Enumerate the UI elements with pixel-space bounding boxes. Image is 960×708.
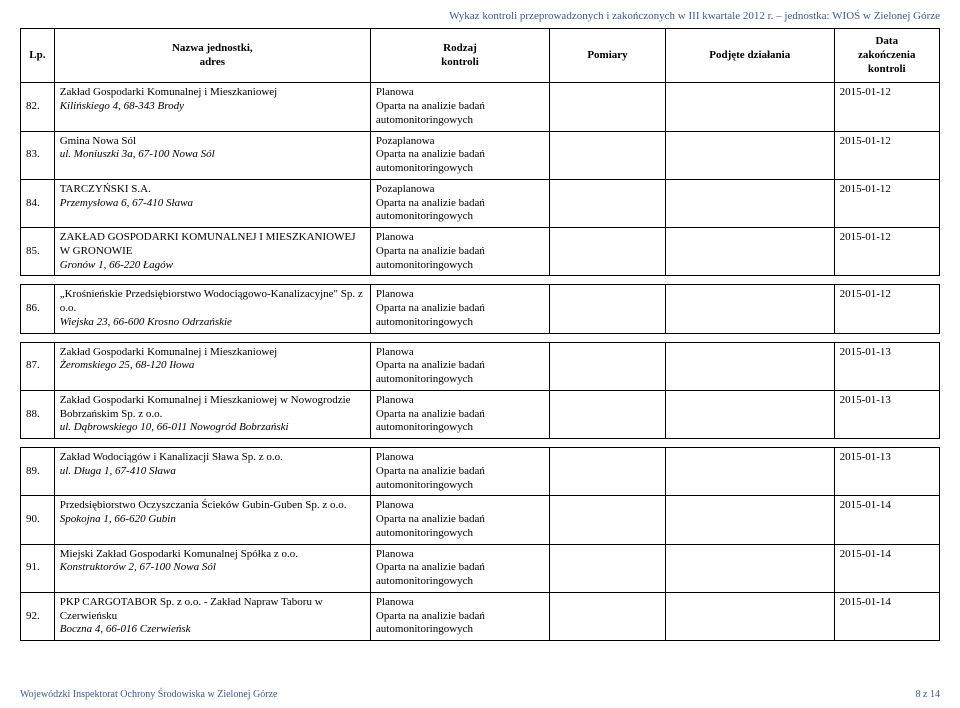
cell-data: 2015-01-12 (834, 228, 939, 276)
cell-data: 2015-01-13 (834, 390, 939, 438)
table-header-row: Lp.Nazwa jednostki,adresRodzajkontroliPo… (21, 29, 940, 83)
column-header: Pomiary (550, 29, 666, 83)
cell-dzialania (665, 342, 834, 390)
cell-data: 2015-01-12 (834, 83, 939, 131)
cell-data: 2015-01-12 (834, 179, 939, 227)
table-row: 83.Gmina Nowa Sólul. Moniuszki 3a, 67-10… (21, 131, 940, 179)
cell-rodzaj: PozaplanowaOparta na analizie badań auto… (370, 179, 549, 227)
cell-dzialania (665, 83, 834, 131)
cell-lp: 84. (21, 179, 55, 227)
cell-rodzaj: PlanowaOparta na analizie badań automoni… (370, 342, 549, 390)
data-table: Lp.Nazwa jednostki,adresRodzajkontroliPo… (20, 28, 940, 276)
cell-nazwa: Zakład Gospodarki Komunalnej i Mieszkani… (54, 83, 370, 131)
cell-data: 2015-01-14 (834, 544, 939, 592)
cell-rodzaj: PlanowaOparta na analizie badań automoni… (370, 448, 549, 496)
cell-nazwa: ZAKŁAD GOSPODARKI KOMUNALNEJ I MIESZKANI… (54, 228, 370, 276)
cell-pomiary (550, 448, 666, 496)
table-row: 91.Miejski Zakład Gospodarki Komunalnej … (21, 544, 940, 592)
cell-rodzaj: PlanowaOparta na analizie badań automoni… (370, 228, 549, 276)
cell-dzialania (665, 448, 834, 496)
table-row: 87.Zakład Gospodarki Komunalnej i Mieszk… (21, 342, 940, 390)
cell-data: 2015-01-13 (834, 448, 939, 496)
cell-nazwa: Gmina Nowa Sólul. Moniuszki 3a, 67-100 N… (54, 131, 370, 179)
footer-left: Wojewódzki Inspektorat Ochrony Środowisk… (20, 689, 277, 700)
cell-dzialania (665, 285, 834, 333)
column-header: Datazakończeniakontroli (834, 29, 939, 83)
table-row: 86.„Krośnieńskie Przedsiębiorstwo Wodoci… (21, 285, 940, 333)
cell-pomiary (550, 592, 666, 640)
cell-pomiary (550, 342, 666, 390)
page-footer: Wojewódzki Inspektorat Ochrony Środowisk… (20, 689, 940, 700)
data-table: 89.Zakład Wodociągów i Kanalizacji Sława… (20, 447, 940, 641)
cell-pomiary (550, 179, 666, 227)
cell-pomiary (550, 83, 666, 131)
table-row: 89.Zakład Wodociągów i Kanalizacji Sława… (21, 448, 940, 496)
table-row: 84.TARCZYŃSKI S.A.Przemysłowa 6, 67-410 … (21, 179, 940, 227)
cell-pomiary (550, 544, 666, 592)
cell-dzialania (665, 390, 834, 438)
cell-rodzaj: PlanowaOparta na analizie badań automoni… (370, 592, 549, 640)
cell-data: 2015-01-12 (834, 131, 939, 179)
table-row: 90.Przedsiębiorstwo Oczyszczania Ścieków… (21, 496, 940, 544)
table-container: Lp.Nazwa jednostki,adresRodzajkontroliPo… (20, 28, 940, 641)
table-gap (20, 439, 940, 447)
footer-right: 8 z 14 (916, 689, 940, 700)
cell-dzialania (665, 228, 834, 276)
cell-dzialania (665, 592, 834, 640)
table-row: 82.Zakład Gospodarki Komunalnej i Mieszk… (21, 83, 940, 131)
cell-rodzaj: PlanowaOparta na analizie badań automoni… (370, 83, 549, 131)
cell-dzialania (665, 131, 834, 179)
table-row: 85.ZAKŁAD GOSPODARKI KOMUNALNEJ I MIESZK… (21, 228, 940, 276)
data-table: 87.Zakład Gospodarki Komunalnej i Mieszk… (20, 342, 940, 440)
cell-nazwa: „Krośnieńskie Przedsiębiorstwo Wodociągo… (54, 285, 370, 333)
table-row: 92.PKP CARGOTABOR Sp. z o.o. - Zakład Na… (21, 592, 940, 640)
cell-nazwa: PKP CARGOTABOR Sp. z o.o. - Zakład Napra… (54, 592, 370, 640)
cell-lp: 82. (21, 83, 55, 131)
cell-data: 2015-01-13 (834, 342, 939, 390)
cell-nazwa: Miejski Zakład Gospodarki Komunalnej Spó… (54, 544, 370, 592)
cell-nazwa: Zakład Gospodarki Komunalnej i Mieszkani… (54, 390, 370, 438)
cell-pomiary (550, 285, 666, 333)
cell-rodzaj: PlanowaOparta na analizie badań automoni… (370, 544, 549, 592)
table-gap (20, 276, 940, 284)
cell-nazwa: TARCZYŃSKI S.A.Przemysłowa 6, 67-410 Sła… (54, 179, 370, 227)
cell-dzialania (665, 496, 834, 544)
cell-lp: 91. (21, 544, 55, 592)
cell-nazwa: Zakład Gospodarki Komunalnej i Mieszkani… (54, 342, 370, 390)
cell-pomiary (550, 131, 666, 179)
cell-rodzaj: PozaplanowaOparta na analizie badań auto… (370, 131, 549, 179)
cell-dzialania (665, 544, 834, 592)
cell-pomiary (550, 496, 666, 544)
table-row: 88.Zakład Gospodarki Komunalnej i Mieszk… (21, 390, 940, 438)
cell-data: 2015-01-14 (834, 496, 939, 544)
table-gap (20, 334, 940, 342)
column-header: Rodzajkontroli (370, 29, 549, 83)
cell-nazwa: Przedsiębiorstwo Oczyszczania Ścieków Gu… (54, 496, 370, 544)
cell-lp: 88. (21, 390, 55, 438)
cell-lp: 86. (21, 285, 55, 333)
column-header: Podjęte działania (665, 29, 834, 83)
cell-lp: 85. (21, 228, 55, 276)
cell-rodzaj: PlanowaOparta na analizie badań automoni… (370, 285, 549, 333)
cell-lp: 87. (21, 342, 55, 390)
cell-data: 2015-01-14 (834, 592, 939, 640)
cell-rodzaj: PlanowaOparta na analizie badań automoni… (370, 390, 549, 438)
cell-dzialania (665, 179, 834, 227)
page-header: Wykaz kontroli przeprowadzonych i zakońc… (20, 10, 940, 22)
cell-data: 2015-01-12 (834, 285, 939, 333)
cell-lp: 90. (21, 496, 55, 544)
cell-pomiary (550, 228, 666, 276)
column-header: Lp. (21, 29, 55, 83)
cell-lp: 92. (21, 592, 55, 640)
cell-nazwa: Zakład Wodociągów i Kanalizacji Sława Sp… (54, 448, 370, 496)
cell-lp: 83. (21, 131, 55, 179)
cell-lp: 89. (21, 448, 55, 496)
cell-rodzaj: PlanowaOparta na analizie badań automoni… (370, 496, 549, 544)
data-table: 86.„Krośnieńskie Przedsiębiorstwo Wodoci… (20, 284, 940, 333)
column-header: Nazwa jednostki,adres (54, 29, 370, 83)
cell-pomiary (550, 390, 666, 438)
